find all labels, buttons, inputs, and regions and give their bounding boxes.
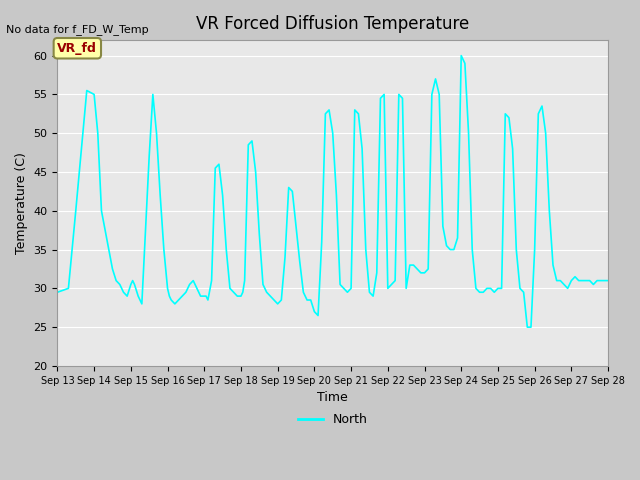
- Y-axis label: Temperature (C): Temperature (C): [15, 152, 28, 254]
- Text: VR_fd: VR_fd: [58, 42, 97, 55]
- Title: VR Forced Diffusion Temperature: VR Forced Diffusion Temperature: [196, 15, 469, 33]
- X-axis label: Time: Time: [317, 391, 348, 404]
- Text: No data for f_FD_W_Temp: No data for f_FD_W_Temp: [6, 24, 149, 35]
- Legend: North: North: [292, 408, 372, 432]
